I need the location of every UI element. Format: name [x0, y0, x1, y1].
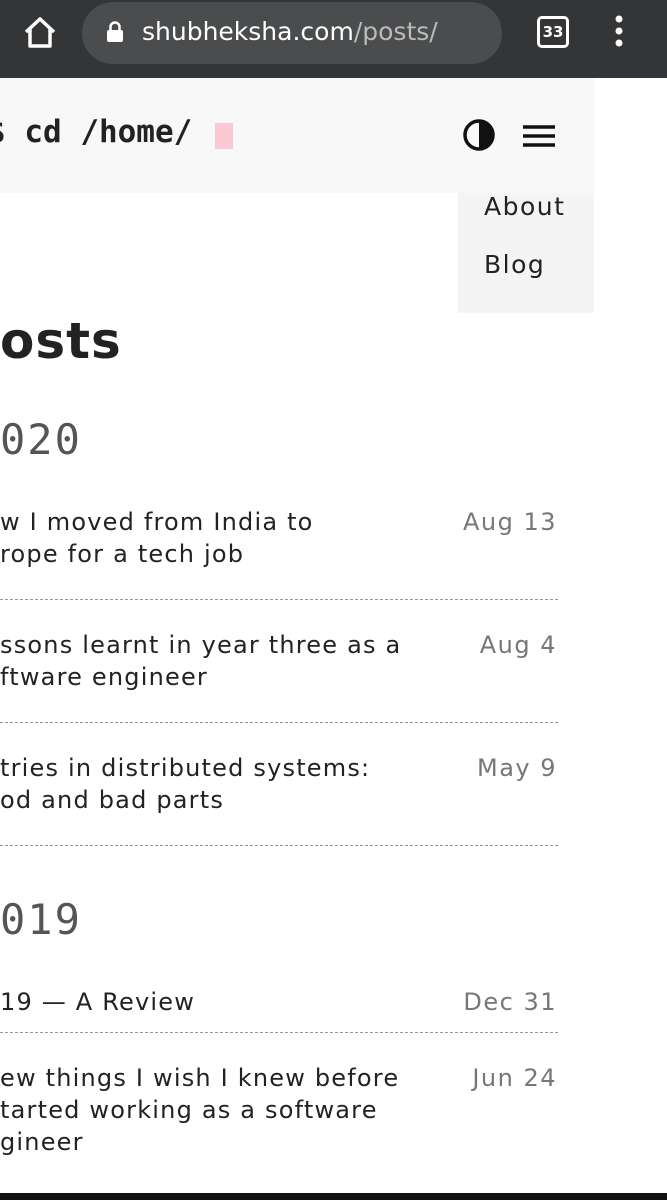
- post-date: Aug 4: [479, 631, 557, 659]
- tab-count[interactable]: 33: [537, 16, 569, 48]
- more-menu[interactable]: [612, 14, 626, 48]
- post-title-line: od and bad parts: [0, 786, 225, 814]
- post-date: Aug 13: [462, 508, 557, 536]
- year-heading: 020: [0, 415, 82, 464]
- separator: [0, 722, 558, 723]
- year-heading: 019: [0, 895, 82, 944]
- lock-icon: [107, 21, 123, 42]
- separator: [0, 845, 558, 846]
- cursor: [215, 123, 233, 149]
- post-date: Jun 24: [472, 1064, 557, 1092]
- url-host: shubheksha.com: [142, 17, 354, 46]
- post-title-line: w I moved from India to: [0, 508, 314, 536]
- page-title: osts: [0, 312, 122, 370]
- dropdown-menu: [458, 193, 594, 313]
- post-title[interactable]: ew things I wish I knew before tarted wor…: [0, 1062, 399, 1158]
- post-title[interactable]: tries in distributed systems: od and bad …: [0, 752, 370, 816]
- post-title[interactable]: 19 — A Review: [0, 986, 195, 1018]
- prompt[interactable]: $ cd /home/: [0, 114, 193, 150]
- post-title-line: tries in distributed systems:: [0, 754, 371, 782]
- site-header: $ cd /home/: [0, 78, 594, 193]
- post-title-line: gineer: [0, 1128, 84, 1156]
- separator: [0, 1032, 558, 1033]
- post-title-line: rope for a tech job: [0, 540, 245, 568]
- post-title-line: tarted working as a software: [0, 1096, 378, 1124]
- post-title[interactable]: w I moved from India to rope for a tech j…: [0, 506, 314, 570]
- url-path: /posts/: [353, 17, 438, 46]
- post-title-line: ftware engineer: [0, 663, 208, 691]
- menu-link[interactable]: Blog: [484, 250, 546, 279]
- post-title-line: ssons learnt in year three as a: [0, 631, 402, 659]
- url-text: shubheksha.com/posts/: [142, 17, 438, 46]
- home-button[interactable]: [22, 14, 58, 50]
- post-title-line: ew things I wish I knew before: [0, 1064, 400, 1092]
- post-title[interactable]: ssons learnt in year three as a ftware en…: [0, 629, 401, 693]
- post-title-line: 19 — A Review: [0, 988, 196, 1016]
- post-date: Dec 31: [463, 988, 557, 1016]
- menu-link[interactable]: About: [484, 192, 566, 221]
- address-bar[interactable]: shubheksha.com/posts/: [82, 2, 502, 64]
- menu-button[interactable]: [522, 123, 556, 149]
- browser-bar: shubheksha.com/posts/ 33: [0, 0, 667, 78]
- theme-toggle[interactable]: [462, 118, 496, 152]
- separator: [0, 599, 558, 600]
- post-date: May 9: [476, 754, 557, 782]
- nav-bar: [0, 1193, 667, 1200]
